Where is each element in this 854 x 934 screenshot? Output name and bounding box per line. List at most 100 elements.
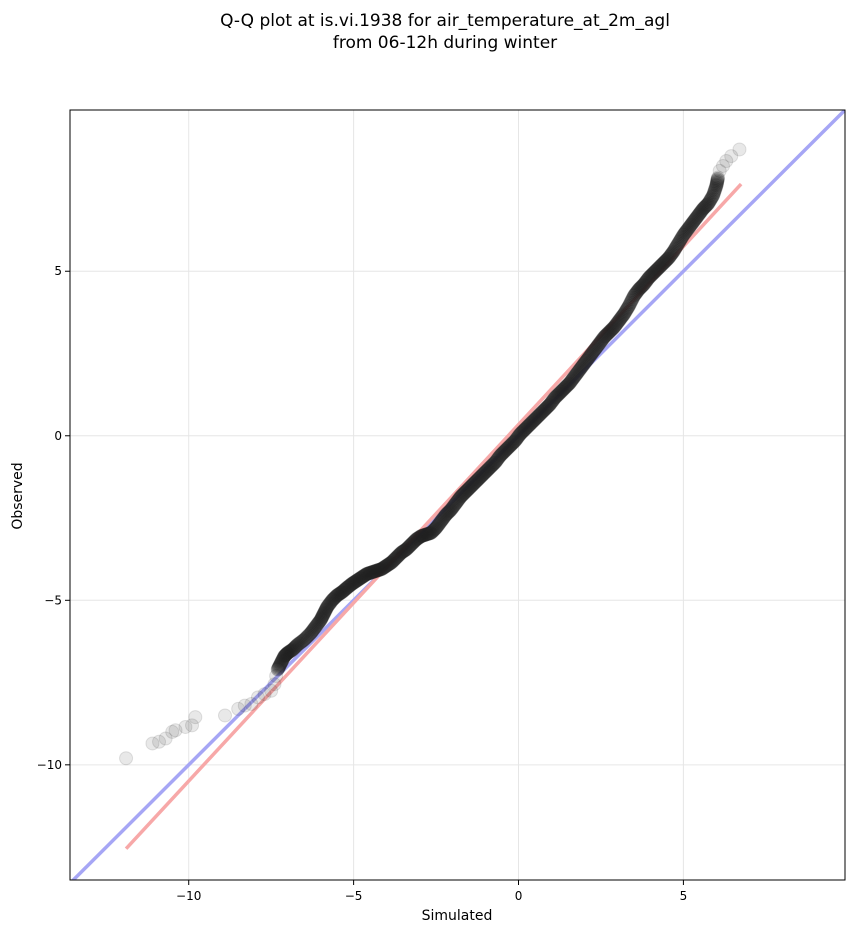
quantile-point [419, 527, 434, 542]
quantile-point [287, 641, 302, 656]
quantile-point [364, 565, 379, 580]
quantile-point [340, 580, 355, 595]
quantile-point [368, 563, 383, 578]
quantile-point [185, 718, 200, 733]
quantile-point [285, 642, 300, 657]
quantile-point [709, 177, 724, 192]
quantile-point [617, 305, 632, 320]
quantile-point [579, 354, 594, 369]
quantile-point [356, 569, 371, 584]
quantile-point [269, 668, 284, 683]
quantile-point [277, 649, 292, 664]
quantile-point [294, 634, 309, 649]
quantile-point [572, 362, 587, 377]
quantile-point [546, 392, 561, 407]
quantile-point [491, 450, 506, 465]
quantile-point [581, 350, 596, 365]
quantile-point [445, 500, 460, 515]
quantile-point [448, 496, 463, 511]
quantile-point [732, 142, 747, 157]
quantile-point [297, 632, 312, 647]
quantile-point [512, 428, 527, 443]
quantile-point [429, 520, 444, 535]
quantile-point [391, 548, 406, 563]
quantile-point [710, 174, 725, 189]
quantile-point [484, 459, 499, 474]
quantile-point [658, 254, 673, 269]
quantile-point [463, 479, 478, 494]
quantile-point [583, 348, 598, 363]
quantile-point [608, 317, 623, 332]
quantile-point [523, 416, 538, 431]
quantile-point [498, 443, 513, 458]
quantile-point [381, 557, 396, 572]
reference-line-1 [70, 110, 845, 880]
y-tick-label: 0 [54, 429, 62, 443]
quantile-point [432, 516, 447, 531]
quantile-point [270, 662, 285, 677]
quantile-point [654, 257, 669, 272]
quantile-point [523, 417, 538, 432]
quantile-point [413, 529, 428, 544]
quantile-point [532, 407, 547, 422]
quantile-point [339, 581, 354, 596]
quantile-point [589, 339, 604, 354]
quantile-point [337, 582, 352, 597]
quantile-point [410, 531, 425, 546]
quantile-point [344, 576, 359, 591]
quantile-point [639, 274, 654, 289]
quantile-point [391, 548, 406, 563]
quantile-point [319, 602, 334, 617]
quantile-point [308, 619, 323, 634]
quantile-point [588, 342, 603, 357]
quantile-point [288, 639, 303, 654]
quantile-point [416, 528, 431, 543]
quantile-point [355, 569, 370, 584]
quantile-point [704, 191, 719, 206]
quantile-point [614, 310, 629, 325]
quantile-point [292, 636, 307, 651]
quantile-point [669, 239, 684, 254]
quantile-point [584, 347, 599, 362]
quantile-point [691, 208, 706, 223]
quantile-point [340, 580, 355, 595]
quantile-point [316, 607, 331, 622]
quantile-point [645, 267, 660, 282]
quantile-point [309, 618, 324, 633]
quantile-point [580, 351, 595, 366]
quantile-point [657, 255, 672, 270]
quantile-point [594, 333, 609, 348]
quantile-point [628, 286, 643, 301]
quantile-point [549, 389, 564, 404]
quantile-point [530, 409, 545, 424]
quantile-point [377, 559, 392, 574]
quantile-point [282, 644, 297, 659]
quantile-point [472, 470, 487, 485]
quantile-point [415, 528, 430, 543]
quantile-point [473, 469, 488, 484]
quantile-point [323, 595, 338, 610]
quantile-point [324, 594, 339, 609]
quantile-point [471, 471, 486, 486]
quantile-point [510, 430, 525, 445]
quantile-point [469, 474, 484, 489]
quantile-point [336, 583, 351, 598]
quantile-point [568, 368, 583, 383]
quantile-point [329, 589, 344, 604]
quantile-point [464, 478, 479, 493]
quantile-point [392, 547, 407, 562]
quantile-point [708, 180, 723, 195]
quantile-point [315, 609, 330, 624]
quantile-point [522, 418, 537, 433]
quantile-point [478, 464, 493, 479]
quantile-point [405, 536, 420, 551]
quantile-point [452, 491, 467, 506]
quantile-point [490, 451, 505, 466]
y-tick-label: 5 [54, 264, 62, 278]
quantile-point [596, 331, 611, 346]
quantile-point [687, 213, 702, 228]
quantile-point [421, 526, 436, 541]
quantile-point [525, 414, 540, 429]
quantile-point [694, 203, 709, 218]
quantile-point [359, 566, 374, 581]
